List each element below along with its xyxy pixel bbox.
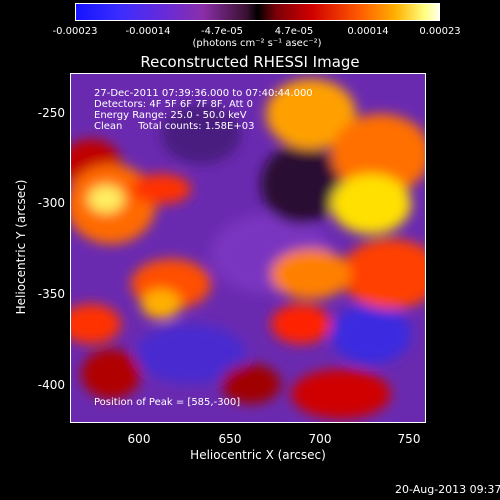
colorbar-tick: 0.00014 bbox=[347, 26, 389, 37]
colorbar-tick: 0.00023 bbox=[419, 26, 461, 37]
image-plot bbox=[70, 73, 426, 423]
image-map bbox=[71, 74, 425, 422]
info-clean: Clean Total counts: 1.58E+03 bbox=[94, 121, 255, 132]
x-tick-label: 600 bbox=[127, 432, 151, 446]
colorbar bbox=[75, 3, 440, 21]
info-detectors: Detectors: 4F 5F 6F 7F 8F, Att 0 bbox=[94, 99, 254, 110]
info-time: 27-Dec-2011 07:39:36.000 to 07:40:44.000 bbox=[94, 88, 313, 99]
colorbar-tick: -0.00014 bbox=[125, 26, 171, 37]
y-tick-label: -400 bbox=[37, 378, 65, 392]
y-axis-title: Heliocentric Y (arcsec) bbox=[14, 179, 28, 315]
peak-position: Position of Peak = [585,-300] bbox=[94, 397, 241, 408]
colorbar-units: (photons cm⁻² s⁻¹ asec⁻²) bbox=[192, 38, 322, 49]
x-tick-label: 700 bbox=[308, 432, 332, 446]
colorbar-tick: -4.7e-05 bbox=[201, 26, 243, 37]
info-energy: Energy Range: 25.0 - 50.0 keV bbox=[94, 110, 247, 121]
colorbar-tick: -0.00023 bbox=[52, 26, 98, 37]
colorbar-tick: 4.7e-05 bbox=[274, 26, 314, 37]
image-title: Reconstructed RHESSI Image bbox=[140, 53, 360, 71]
y-tick-label: -350 bbox=[37, 287, 65, 301]
y-tick-label: -300 bbox=[37, 196, 65, 210]
y-tick-label: -250 bbox=[37, 106, 65, 120]
x-tick-label: 750 bbox=[397, 432, 421, 446]
x-axis-title: Heliocentric X (arcsec) bbox=[190, 448, 326, 462]
x-tick-label: 650 bbox=[218, 432, 242, 446]
timestamp: 20-Aug-2013 09:37 bbox=[395, 483, 500, 496]
